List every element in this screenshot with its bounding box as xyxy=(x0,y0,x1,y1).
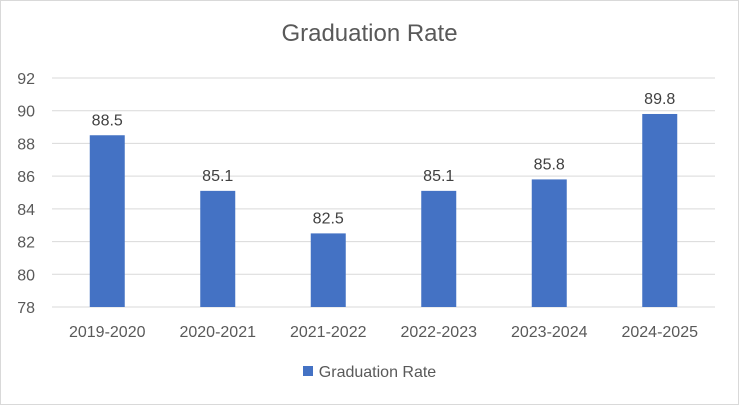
bar xyxy=(531,179,567,307)
y-tick-label: 90 xyxy=(17,104,35,121)
y-tick-label: 78 xyxy=(17,300,35,317)
bar xyxy=(89,135,125,307)
data-label: 89.8 xyxy=(644,91,675,108)
x-tick-label: 2023-2024 xyxy=(511,324,588,341)
x-tick-label: 2019-2020 xyxy=(69,324,146,341)
data-label: 85.1 xyxy=(202,168,233,185)
bar xyxy=(310,233,346,307)
bar xyxy=(200,190,236,307)
legend-swatch-icon xyxy=(302,366,313,376)
data-label: 82.5 xyxy=(313,210,344,227)
chart-title: Graduation Rate xyxy=(281,20,458,47)
x-tick-label: 2024-2025 xyxy=(621,324,698,341)
x-tick-label: 2020-2021 xyxy=(179,324,256,341)
y-tick-label: 92 xyxy=(17,71,35,88)
data-label: 88.5 xyxy=(92,112,123,129)
y-tick-label: 84 xyxy=(17,202,35,219)
bar xyxy=(421,190,457,307)
x-tick-label: 2021-2022 xyxy=(290,324,367,341)
y-tick-label: 80 xyxy=(17,267,35,284)
x-tick-label: 2022-2023 xyxy=(400,324,477,341)
legend: Graduation Rate xyxy=(0,364,739,382)
bar xyxy=(642,113,678,307)
y-tick-label: 86 xyxy=(17,169,35,186)
legend-label: Graduation Rate xyxy=(318,364,437,381)
data-label: 85.8 xyxy=(534,156,565,173)
y-tick-label: 88 xyxy=(17,136,35,153)
data-label: 85.1 xyxy=(423,168,454,185)
y-tick-label: 82 xyxy=(17,235,35,252)
